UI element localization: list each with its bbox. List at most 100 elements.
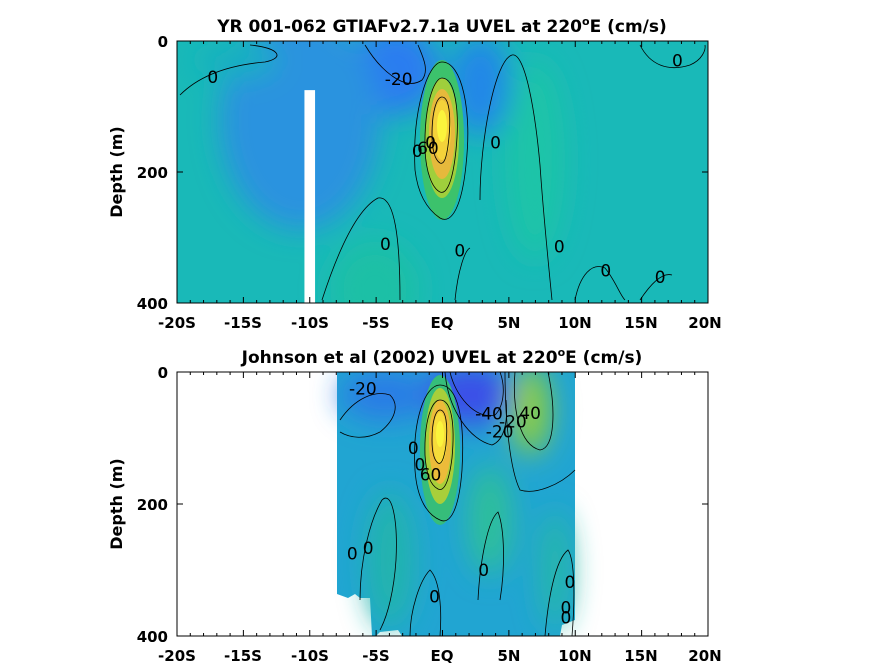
data-gap-model [304,90,316,303]
minor-ticks-observed [176,371,709,637]
chart-panel-observed: Johnson et al (2002) UVEL at 220oE (cm/s… [107,346,722,663]
heatmap-field-model [177,41,708,303]
contour-label: 0 [454,242,465,262]
contour-zero-model-ne [574,266,626,301]
field-blob-observed-pos-deep [468,465,512,575]
contour-neg20-observed-east [444,372,507,446]
contour-label: 0 [655,268,666,288]
contour-label: -20 [486,422,514,442]
contour-zero-observed-west [359,497,397,631]
contour-zero-model-deep [321,197,401,301]
contour-label: -20 [349,380,377,400]
x-tick-label: 15N [624,314,657,332]
contour-neg20-model [364,44,426,84]
y-ticks-model: 0 200 400 [137,33,168,313]
field-blob-model-neg-east [450,41,510,135]
contour-zero-model-northeast-top [639,44,706,69]
contour-jet-core-model [431,96,451,164]
contour-label: 0 [600,261,611,281]
contour-label: 0 [347,545,358,565]
contour-label: 0 [207,68,218,88]
contour-label: 0 [380,235,391,255]
x-tick-label: -10S [291,647,329,663]
y-axis-label-model: Depth (m) [107,126,126,218]
x-tick-label: EQ [431,647,454,663]
field-blob-observed-pos-west [365,490,415,630]
x-tick-label: -15S [224,647,262,663]
contour-40-observed [514,372,554,451]
contour-label: -20 [385,70,413,90]
contour-label: 0 [408,439,419,459]
y-tick-label: 400 [137,628,168,646]
contour-zero-observed-ne [544,549,575,636]
x-tick-label: 10N [558,314,591,332]
x-tick-label: 5N [498,647,521,663]
contour-jet-inner-observed [424,399,454,490]
contour-label: 0 [415,455,426,475]
x-tick-label: 15N [624,647,657,663]
contour-label: 0 [425,134,436,154]
x-tick-label: EQ [431,314,454,332]
y-tick-label: 0 [158,364,168,382]
y-tick-label: 0 [158,33,168,51]
x-tick-label: -20S [158,647,196,663]
contour-zero-model-far-east [639,274,673,301]
contour-label: 60 [417,139,439,159]
x-tick-label: 5N [498,314,521,332]
contour-zero-model-east [479,54,553,301]
y-ticks-observed: 0 200 400 [137,364,168,646]
contour-jet-inner-model [424,77,458,193]
y-tick-label: 200 [137,496,168,514]
y-tick-label: 400 [137,295,168,313]
x-tick-label: -10S [291,314,329,332]
contour-zero-observed-mid [477,511,504,601]
minor-ticks-model [176,40,709,304]
contour-label: 40 [519,404,541,424]
x-ticks-observed: -20S -15S -10S -5S EQ 5N 10N 15N 20N [158,647,722,663]
contour-label: 0 [554,238,565,258]
contour-label: 0 [561,599,572,619]
contour-label: 0 [429,587,440,607]
x-tick-label: 20N [688,647,721,663]
field-blob-observed-pos-north [510,372,550,455]
contour-label: 0 [565,573,576,593]
field-blob-observed-neg-west [340,372,430,420]
contour-label: -20 [499,413,527,433]
x-ticks-model: -20S -15S -10S -5S EQ 5N 10N 15N 20N [158,314,722,332]
chart-panel-model: YR 001-062 GTIAFv2.7.1a UVEL at 220oE (c… [107,15,722,332]
field-blob-model-pos-deep [330,240,420,303]
contour-label: 0 [672,52,683,72]
coverage-region-observed [337,372,576,636]
contour-zero-observed-deep [409,569,442,636]
x-tick-label: -5S [362,647,389,663]
field-blob-model-pos-south [198,42,278,78]
contour-label: 0 [363,539,374,559]
contour-label: 0 [490,134,501,154]
field-blob-model-neg-west [220,41,380,230]
chart-title-observed: Johnson et al (2002) UVEL at 220oE (cm/s… [241,346,643,368]
x-tick-label: -20S [158,314,196,332]
contour-zero-observed-n [504,372,576,492]
field-blob-observed-pos-east [540,510,570,630]
contour-zero-model-mid [454,247,471,301]
contour-zero-model-south [179,44,278,96]
contour-label: 0 [561,609,572,629]
jet-core-observed [420,375,460,525]
x-tick-label: 20N [688,314,721,332]
contour-label: 0 [478,561,489,581]
contour-lines-model [179,44,706,301]
contour-lines-observed [339,372,576,636]
contour-jet-core-observed [431,409,448,464]
x-tick-label: -5S [362,314,389,332]
contour-neg40-observed [449,372,504,416]
x-tick-label: 10N [558,647,591,663]
chart-title-model: YR 001-062 GTIAFv2.7.1a UVEL at 220oE (c… [216,15,667,37]
contour-jet-outer-model [414,61,469,220]
contour-jet-outer-observed [414,384,464,522]
y-axis-label-observed: Depth (m) [107,458,126,550]
contour-label: -40 [475,405,503,425]
contour-label: 0 [412,142,423,162]
x-tick-label: -15S [224,314,262,332]
